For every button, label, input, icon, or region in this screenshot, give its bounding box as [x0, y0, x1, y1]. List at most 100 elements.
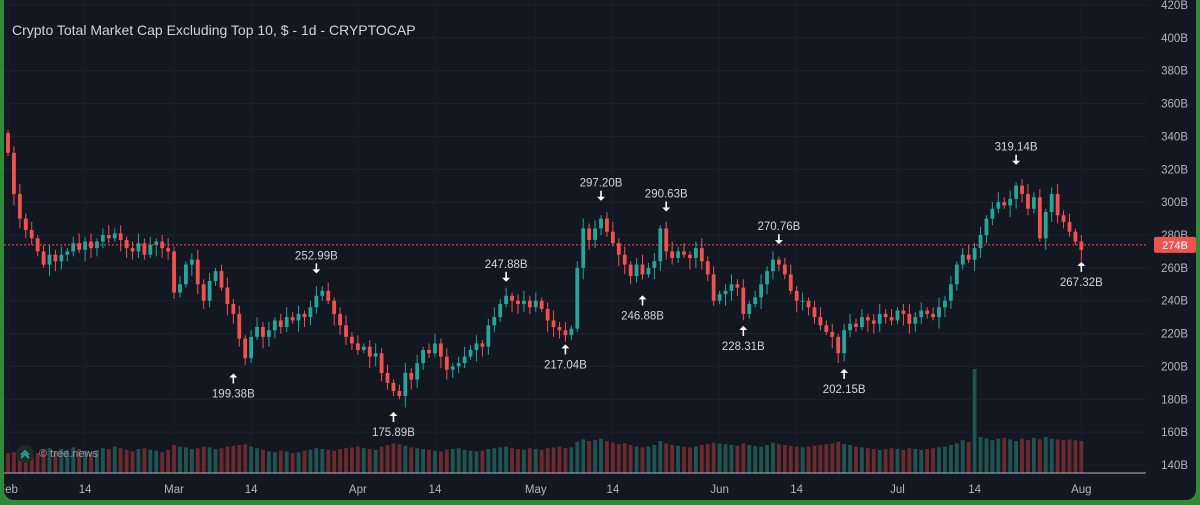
candle-body — [320, 290, 325, 296]
volume-bar — [925, 449, 930, 473]
volume-bar — [65, 449, 70, 473]
candle-body — [1002, 202, 1007, 206]
candle-body — [207, 281, 212, 301]
volume-bar — [551, 447, 556, 473]
volume-bar — [379, 446, 384, 473]
price-annotation: 252.99B — [295, 250, 338, 274]
candle-body — [729, 284, 734, 291]
volume-bar — [533, 449, 538, 473]
watermark-text: © tree.news — [39, 448, 98, 460]
candle-body — [278, 320, 283, 327]
candle-body — [747, 304, 752, 314]
volume-bar — [569, 447, 574, 473]
candle-body — [765, 271, 769, 285]
candle-body — [901, 310, 906, 314]
volume-bar — [948, 445, 953, 473]
candle-body — [510, 295, 514, 301]
candle-body — [59, 254, 64, 262]
volume-bars — [6, 369, 1084, 473]
volume-bar — [883, 449, 888, 473]
candle-body — [836, 336, 841, 354]
candle-body — [605, 218, 609, 232]
chart-title: Crypto Total Market Cap Excluding Top 10… — [12, 22, 416, 38]
candle-body — [794, 290, 799, 301]
volume-bar — [189, 449, 194, 473]
volume-bar — [83, 450, 87, 473]
candle-body — [919, 310, 924, 318]
volume-bar — [522, 449, 526, 473]
annotation-label: 199.38B — [212, 388, 255, 400]
candle-body — [616, 243, 621, 255]
volume-bar — [29, 451, 34, 473]
volume-bar — [302, 450, 307, 473]
x-axis[interactable]: Feb 14 Mar 14 Apr 14 May 14 Jun 14 Jul 14 Aug — [4, 484, 1092, 496]
arrow-down-icon — [597, 196, 605, 201]
volume-bar — [812, 445, 817, 473]
volume-bar — [492, 448, 497, 473]
candle-body — [77, 243, 82, 250]
volume-bar — [788, 445, 793, 473]
volume-bar — [516, 449, 520, 473]
volume-bar — [794, 446, 799, 473]
volume-bar — [895, 449, 900, 473]
candle-body — [563, 330, 568, 336]
volume-bar — [854, 446, 858, 473]
candle-body — [699, 248, 704, 262]
candle-body — [782, 264, 787, 275]
candle-body — [907, 313, 912, 324]
volume-bar — [397, 444, 402, 473]
volume-bar — [587, 441, 592, 473]
candle-body — [166, 248, 171, 252]
volume-bar — [954, 443, 959, 473]
candle-body — [142, 243, 147, 255]
candle-body — [23, 218, 28, 231]
y-tick-label: 160B — [1161, 427, 1188, 439]
volume-bar — [699, 445, 704, 473]
price-chart[interactable]: 199.38B 252.99B 175.89B 247.88B 217.04B 297.2… — [4, 0, 1196, 500]
candle-body — [960, 254, 965, 265]
candle-body — [237, 313, 242, 339]
y-tick-label: 140B — [1161, 460, 1188, 472]
y-axis[interactable]: 140B160B180B200B220B240B260B280B300B320B… — [1161, 0, 1188, 472]
volume-bar — [836, 441, 841, 473]
volume-bar — [403, 445, 408, 473]
volume-bar — [646, 446, 651, 473]
volume-bar — [978, 437, 983, 473]
volume-bar — [6, 453, 10, 473]
candle-body — [877, 313, 882, 324]
svg-text:274B: 274B — [1162, 240, 1188, 252]
volume-bar — [498, 447, 503, 473]
arrow-up-icon — [739, 325, 748, 330]
volume-bar — [593, 440, 597, 473]
volume-bar — [201, 446, 206, 473]
volume-bar — [95, 449, 99, 473]
candle-body — [1026, 193, 1030, 209]
x-tick-label: 14 — [968, 484, 981, 496]
candle-body — [350, 336, 354, 344]
arrow-down-icon — [1012, 160, 1021, 165]
volume-bar — [575, 441, 580, 473]
candle-body — [379, 353, 384, 373]
candle-body — [1061, 215, 1066, 222]
volume-bar — [444, 449, 449, 473]
volume-bar — [213, 449, 218, 473]
candle-body — [1073, 231, 1078, 242]
candle-body — [243, 338, 248, 359]
candle-body — [539, 300, 544, 309]
volume-bar — [1026, 440, 1030, 473]
candle-body — [302, 313, 307, 318]
candle-body — [100, 235, 105, 242]
annotation-label: 297.20B — [580, 178, 623, 190]
candle-body — [71, 243, 76, 252]
volume-bar — [842, 444, 847, 473]
volume-bar — [136, 449, 141, 473]
candle-body — [688, 254, 692, 258]
price-annotation: 246.88B — [621, 295, 664, 322]
volume-bar — [984, 438, 989, 473]
candle-body — [112, 233, 117, 239]
volume-bar — [450, 449, 455, 473]
annotation-label: 246.88B — [621, 310, 664, 322]
candle-body — [332, 300, 337, 314]
grid-lines — [4, 0, 1146, 473]
volume-bar — [937, 447, 941, 473]
